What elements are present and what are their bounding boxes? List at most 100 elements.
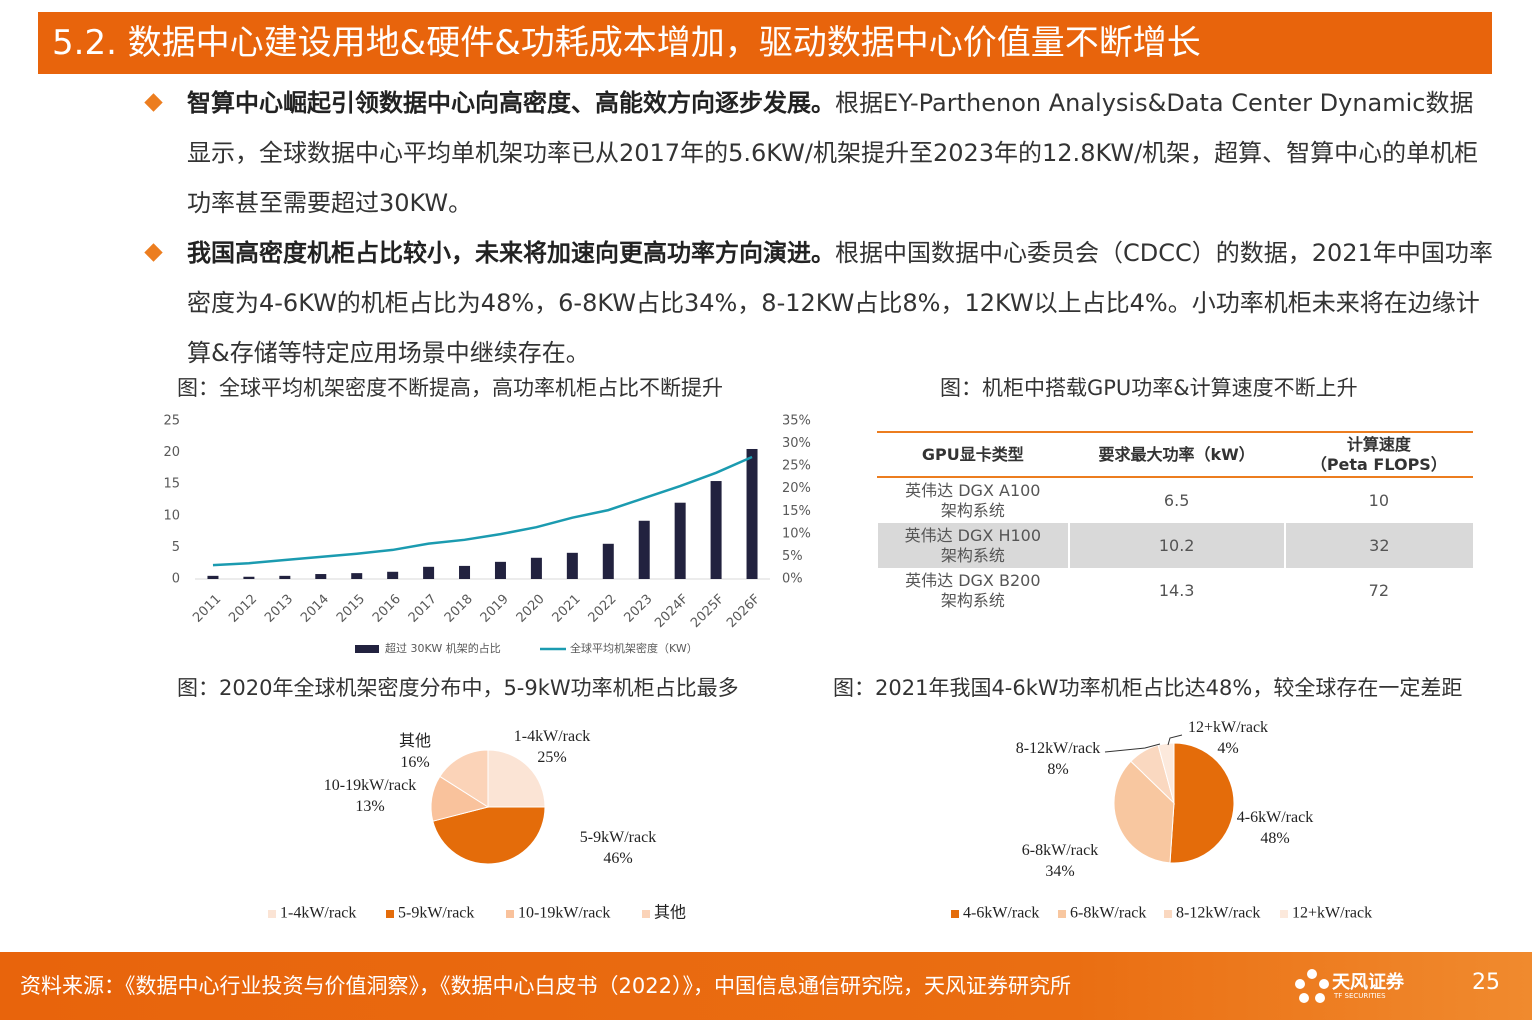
bar (315, 574, 327, 579)
x-tick-label: 2022 (586, 592, 620, 626)
legend-swatch (355, 645, 379, 653)
caption: 图：2020年全球机架密度分布中，5-9kW功率机柜占比最多 (177, 676, 739, 700)
bar (602, 543, 614, 579)
title: 5.2. 数据中心建设用地&硬件&功耗成本增加，驱动数据中心价值量不断增长 (38, 12, 1492, 74)
y2-tick-label: 25% (782, 459, 811, 474)
cell: 英伟达 DGX A100 架构系统 (905, 480, 1041, 520)
cell: 10.2 (1067, 523, 1285, 568)
table: GPU显卡类型 要求最大功率（kW） 计算速度 （Peta FLOPS） 英伟达 D… (876, 431, 1473, 613)
data-label: 5-9kW/rack 46% (580, 829, 656, 867)
data-label: 10-19kW/rack 13% (324, 777, 416, 815)
x-tick-label: 2013 (262, 592, 296, 626)
x-tick-label: 2012 (226, 592, 260, 626)
data-label: 8-12kW/rack 8% (1016, 740, 1100, 778)
leader-line (1167, 734, 1183, 746)
legend-label: 1-4kW/rack (280, 905, 356, 922)
legend-label: 5-9kW/rack (398, 905, 474, 922)
label-value: 34% (1045, 863, 1074, 880)
data-label: 4-6kW/rack 48% (1237, 809, 1313, 847)
x-tick-label: 2024F (652, 592, 691, 631)
bar (530, 557, 542, 579)
cell: 72 (1368, 580, 1389, 600)
bullet: 智算中心崛起引领数据中心向高密度、高能效方向逐步发展。根据EY-Partheno… (187, 78, 1497, 228)
pie-slice (1157, 742, 1175, 804)
x-tick-label: 2015 (334, 592, 368, 626)
bar (674, 502, 686, 579)
legend-label: 超过 30KW 机架的占比 (385, 641, 501, 655)
label-category: 5-9kW/rack (580, 829, 656, 846)
bar (638, 520, 650, 579)
y2-tick-label: 15% (782, 504, 811, 519)
y2-tick-label: 20% (782, 481, 811, 496)
cell: 14.3 (1158, 580, 1195, 600)
label-category: 1-4kW/rack (514, 728, 590, 745)
label-value: 16% (400, 754, 429, 771)
y2-tick-label: 0% (782, 572, 803, 587)
cell: 6.5 (1163, 490, 1190, 510)
pie-slice (439, 749, 489, 808)
logo-en: TF SECURITIES (1334, 992, 1386, 1000)
bar (207, 575, 219, 579)
x-tick-label: 2026F (724, 592, 763, 631)
table-header: GPU显卡类型 (877, 431, 1069, 478)
y-tick-label: 10 (163, 508, 180, 523)
label-category: 4-6kW/rack (1237, 809, 1313, 826)
x-tick-label: 2018 (442, 592, 476, 626)
label-value: 25% (537, 749, 566, 766)
bar (351, 573, 363, 579)
bullet-bold: 我国高密度机柜占比较小，未来将加速向更高功率方向演进。 (187, 239, 835, 267)
bullet: 我国高密度机柜占比较小，未来将加速向更高功率方向演进。根据中国数据中心委员会（C… (187, 228, 1497, 378)
bullet-text: 根据EY-Parthenon Analysis&Data Center Dyna… (187, 89, 1479, 217)
x-tick-label: 2023 (622, 592, 656, 626)
label-value: 13% (355, 798, 384, 815)
data-label: 12+kW/rack 4% (1188, 719, 1268, 757)
legend-swatch (506, 910, 514, 918)
data-label: 其他 16% (399, 732, 431, 771)
pie-slice (1169, 742, 1235, 864)
y-tick-label: 0 (172, 572, 180, 587)
caption: 图：全球平均机架密度不断提高，高功率机柜占比不断提升 (177, 376, 723, 400)
legend-label: 4-6kW/rack (963, 905, 1039, 922)
y-tick-label: 25 (163, 414, 180, 429)
data-label: 1-4kW/rack 25% (514, 728, 590, 766)
x-tick-label: 2014 (298, 592, 332, 626)
x-tick-label: 2017 (406, 592, 440, 626)
line (212, 455, 753, 567)
pie-slice (432, 806, 546, 865)
bar (279, 575, 291, 579)
label-value: 48% (1260, 830, 1289, 847)
label-value: 46% (603, 850, 632, 867)
x-tick-label: 2011 (190, 592, 224, 626)
footer: 资料来源：《数据中心行业投资与价值洞察》，《数据中心白皮书（2022）》，中国信… (0, 952, 1532, 1020)
legend-swatch (951, 910, 959, 918)
bar (459, 565, 471, 579)
logo: 天风证券 (1332, 972, 1404, 993)
bar (746, 448, 758, 579)
label-category: 8-12kW/rack (1016, 740, 1100, 757)
pie-slice (1113, 760, 1175, 864)
legend-swatch (1164, 910, 1172, 918)
legend-label: 10-19kW/rack (518, 905, 610, 922)
cell: 32 (1283, 523, 1473, 568)
cell: 10 (1368, 490, 1389, 510)
table-header: 要求最大功率（kW） (1068, 431, 1285, 478)
legend-swatch (642, 910, 650, 918)
bar (387, 571, 399, 579)
charts: 0 5 10 15 20 25 0% 5% 10% 15% 20% 25% 30% 35% 2011 2012… (163, 414, 1372, 922)
legend-label: 6-8kW/rack (1070, 905, 1146, 922)
legend-swatch (268, 910, 276, 918)
data-label: 6-8kW/rack 34% (1022, 842, 1098, 880)
bullet-text: 根据中国数据中心委员会（CDCC）的数据，2021年中国功率密度为4-6KW的机… (187, 239, 1493, 367)
y2-tick-label: 5% (782, 549, 803, 564)
x-tick-label: 2016 (370, 592, 404, 626)
y2-tick-label: 35% (782, 414, 811, 429)
x-tick-label: 2020 (514, 592, 548, 626)
label-category: 其他 (399, 732, 431, 750)
caption: 图：机柜中搭载GPU功率&计算速度不断上升 (940, 376, 1358, 400)
bar (494, 561, 506, 579)
x-tick-label: 2021 (550, 592, 584, 626)
legend-label: 8-12kW/rack (1176, 905, 1260, 922)
label-category: 12+kW/rack (1188, 719, 1268, 736)
legend-label: 12+kW/rack (1292, 905, 1372, 922)
